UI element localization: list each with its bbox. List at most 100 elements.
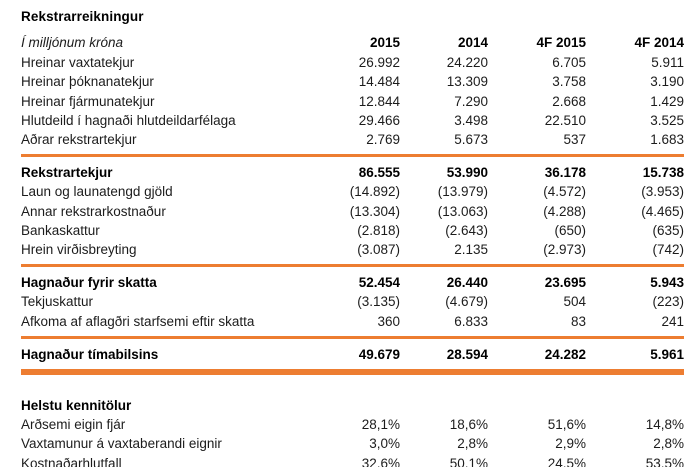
cell-value: 83 <box>570 313 586 329</box>
table-body: Hreinar vaxtatekjur 26.992 24.220 6.705 … <box>21 53 684 467</box>
cell-value: 24,5% <box>547 455 586 467</box>
cell-value: 360 <box>377 313 400 329</box>
row-label: Hagnaður fyrir skatta <box>21 275 157 291</box>
cell-value: (2.973) <box>543 242 586 258</box>
cell-value: 23.695 <box>544 275 586 291</box>
row-label: Tekjuskattur <box>21 294 94 310</box>
cell-value: (742) <box>652 242 684 258</box>
section-gap <box>21 382 684 396</box>
table-row: Vaxtamunur á vaxtaberandi eignir 3,0% 2,… <box>21 434 684 453</box>
cell-value: 32,6% <box>361 455 400 467</box>
column-header-4f-2015: 4F 2015 <box>536 35 586 50</box>
cell-value: 504 <box>563 294 586 310</box>
cell-value: 2,8% <box>653 436 684 452</box>
cell-value: (650) <box>554 222 586 238</box>
cell-value: 14.484 <box>358 74 400 90</box>
row-label: Laun og launatengd gjöld <box>21 184 173 200</box>
cell-value: 2.769 <box>366 132 400 148</box>
cell-value: (223) <box>652 294 684 310</box>
table-row: Arðsemi eigin fjár 28,1% 18,6% 51,6% 14,… <box>21 415 684 434</box>
cell-value: 5.911 <box>651 55 684 71</box>
cell-value: 26.440 <box>446 275 488 291</box>
cell-value: 24.282 <box>544 346 586 362</box>
section-divider-double <box>21 369 684 376</box>
cell-value: (13.979) <box>437 184 488 200</box>
cell-value: 26.992 <box>358 55 400 71</box>
cell-value: 86.555 <box>358 165 400 181</box>
row-label: Vaxtamunur á vaxtaberandi eignir <box>21 436 222 452</box>
cell-value: 5.943 <box>650 275 684 291</box>
table-row: Hrein virðisbreyting (3.087) 2.135 (2.97… <box>21 240 684 259</box>
table-row: Helstu kennitölur <box>21 396 684 415</box>
table-row: Annar rekstrarkostnaður (13.304) (13.063… <box>21 202 684 221</box>
cell-value: 36.178 <box>544 165 586 181</box>
row-label: Rekstrartekjur <box>21 165 113 181</box>
cell-value: 5.673 <box>454 132 488 148</box>
row-label: Arðsemi eigin fjár <box>21 417 126 433</box>
cell-value: (4.288) <box>543 203 586 219</box>
row-label: Hreinar þóknanatekjur <box>21 74 154 90</box>
section-divider <box>21 335 684 339</box>
row-label: Helstu kennitölur <box>21 398 132 414</box>
cell-value: 22.510 <box>544 112 586 128</box>
cell-value: (13.304) <box>349 203 400 219</box>
row-label: Hlutdeild í hagnaði hlutdeildarfélaga <box>21 112 236 128</box>
cell-value: 18,6% <box>449 417 488 433</box>
column-header-4f-2014: 4F 2014 <box>634 35 684 50</box>
cell-value: 6.705 <box>552 55 586 71</box>
section-divider <box>21 264 684 268</box>
table-row: Laun og launatengd gjöld (14.892) (13.97… <box>21 182 684 201</box>
cell-value: 5.961 <box>650 346 684 362</box>
row-label: Hrein virðisbreyting <box>21 242 137 258</box>
cell-value: 52.454 <box>358 275 400 291</box>
cell-value: 537 <box>563 132 586 148</box>
cell-value: 2,8% <box>457 436 488 452</box>
cell-value: (4.465) <box>641 203 684 219</box>
cell-value: 1.683 <box>650 132 684 148</box>
cell-value: 29.466 <box>358 112 400 128</box>
cell-value: 2.135 <box>454 242 488 258</box>
column-header-2015: 2015 <box>369 35 400 50</box>
unit-label: Í milljónum króna <box>21 35 124 50</box>
cell-value: (2.818) <box>357 222 400 238</box>
row-label: Afkoma af aflagðri starfsemi eftir skatt… <box>21 313 255 329</box>
cell-value: 53.990 <box>446 165 488 181</box>
cell-value: 12.844 <box>358 93 400 109</box>
column-header-2014: 2014 <box>457 35 488 50</box>
cell-value: 15.738 <box>642 165 684 181</box>
cell-value: 2,9% <box>555 436 586 452</box>
table-row: Hlutdeild í hagnaði hlutdeildarfélaga 29… <box>21 111 684 130</box>
cell-value: 14,8% <box>645 417 684 433</box>
cell-value: (4.572) <box>543 184 586 200</box>
cell-value: 49.679 <box>358 346 400 362</box>
cell-value: 241 <box>661 313 684 329</box>
row-label: Bankaskattur <box>21 222 100 238</box>
row-label: Aðrar rekstrartekjur <box>21 132 137 148</box>
page-title: Rekstrarreikningur <box>21 9 144 24</box>
table-row: Hreinar þóknanatekjur 14.484 13.309 3.75… <box>21 72 684 91</box>
cell-value: 50,1% <box>449 455 488 467</box>
table-row: Hagnaður fyrir skatta 52.454 26.440 23.6… <box>21 273 684 292</box>
cell-value: 3.498 <box>454 112 488 128</box>
cell-value: (4.679) <box>445 294 488 310</box>
cell-value: (14.892) <box>349 184 400 200</box>
cell-value: 13.309 <box>446 74 488 90</box>
cell-value: 3.758 <box>552 74 586 90</box>
row-label: Hreinar vaxtatekjur <box>21 55 135 71</box>
row-label: Annar rekstrarkostnaður <box>21 203 166 219</box>
cell-value: 1.429 <box>650 93 684 109</box>
cell-value: (2.643) <box>445 222 488 238</box>
cell-value: (13.063) <box>437 203 488 219</box>
table-row: Tekjuskattur (3.135) (4.679) 504 (223) <box>21 292 684 311</box>
cell-value: (635) <box>652 222 684 238</box>
cell-value: 3.525 <box>650 112 684 128</box>
cell-value: 7.290 <box>454 93 488 109</box>
cell-value: 24.220 <box>446 55 488 71</box>
table-row: Rekstrartekjur 86.555 53.990 36.178 15.7… <box>21 163 684 182</box>
table-row: Hreinar fjármunatekjur 12.844 7.290 2.66… <box>21 92 684 111</box>
row-label: Hagnaður tímabilsins <box>21 346 159 362</box>
cell-value: 51,6% <box>547 417 586 433</box>
row-label: Hreinar fjármunatekjur <box>21 93 155 109</box>
cell-value: (3.135) <box>357 294 400 310</box>
